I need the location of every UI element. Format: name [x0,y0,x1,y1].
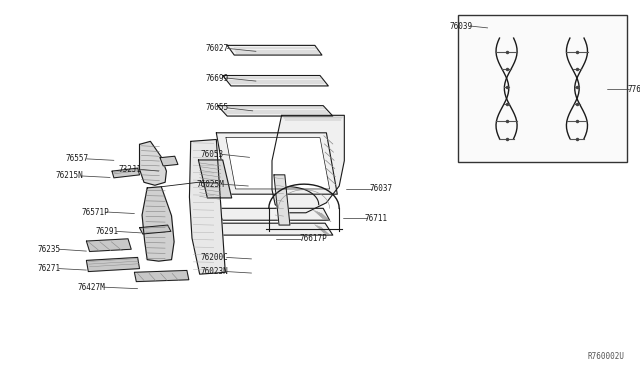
Polygon shape [86,257,140,272]
Text: 76571P: 76571P [81,208,109,217]
Text: 76291: 76291 [95,227,118,236]
Polygon shape [272,115,344,213]
Polygon shape [226,138,330,189]
Polygon shape [198,160,232,198]
Polygon shape [223,76,328,86]
Text: 76617P: 76617P [300,234,327,243]
Polygon shape [214,223,333,235]
Text: 76215N: 76215N [56,171,83,180]
Text: 76023N: 76023N [201,267,228,276]
Polygon shape [134,270,189,282]
Text: 76053: 76053 [201,150,224,159]
Text: 77601: 77601 [627,85,640,94]
Text: 76235: 76235 [38,245,61,254]
Polygon shape [227,45,322,55]
Polygon shape [142,187,174,261]
Text: 76711: 76711 [365,214,388,223]
Polygon shape [274,175,290,225]
Text: 76039: 76039 [449,22,472,31]
Text: 76037: 76037 [370,184,393,193]
Polygon shape [86,239,131,251]
Text: 76271: 76271 [38,264,61,273]
Polygon shape [189,140,225,274]
Polygon shape [140,141,166,185]
Text: 76699: 76699 [206,74,229,83]
Text: 732J1: 732J1 [119,165,142,174]
Text: 76557: 76557 [65,154,88,163]
Polygon shape [112,168,140,178]
Polygon shape [218,106,333,116]
Text: R760002U: R760002U [587,352,624,361]
Text: 76025M: 76025M [196,180,224,189]
Text: 76027: 76027 [206,44,229,53]
Bar [458,15,627,162]
Text: 76055: 76055 [206,103,229,112]
Polygon shape [160,156,178,166]
Text: 76200C: 76200C [201,253,228,262]
Polygon shape [140,225,171,234]
Polygon shape [216,133,337,194]
Polygon shape [216,208,330,220]
Text: 76427M: 76427M [78,283,106,292]
